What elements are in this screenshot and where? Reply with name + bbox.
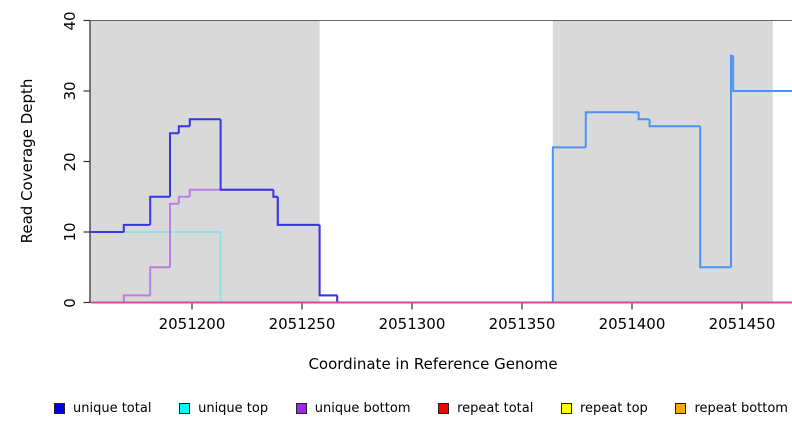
x-tick-label: 2051200 [158,315,226,333]
legend-swatch-icon [675,402,687,414]
legend-item-unique-total: unique total [54,401,151,416]
legend-label: repeat top [580,400,648,416]
series-line-unique-total [219,119,274,191]
series-line-unique-total [551,146,586,303]
shaded-region [90,21,320,303]
series-line-unique-total [149,195,170,225]
y-tick-label: 20 [61,151,79,172]
series-line-unique-total [276,196,320,226]
x-tick-label: 2051250 [268,315,336,333]
y-tick-label: 0 [61,297,79,308]
legend-item-repeat-bottom: repeat bottom [675,401,788,416]
x-tick-label: 2051300 [378,315,446,333]
series-line-unique-total [584,111,639,148]
legend-label: repeat bottom [694,400,788,416]
shaded-region [552,21,773,303]
series-line-unique-bottom [122,294,151,303]
series-line-unique-bottom [177,195,190,204]
legend-label: unique top [198,400,269,416]
legend-item-unique-top: unique top [179,401,268,416]
series-line-unique-total [732,55,792,92]
legend-item-repeat-top: repeat top [561,401,648,416]
series-line-unique-total [272,189,278,198]
series-line-unique-total [637,112,650,121]
series-line-unique-bottom [169,202,179,268]
y-tick-label: 10 [61,222,79,242]
series-line-unique-total [648,119,701,128]
x-tick-label: 2051450 [708,315,776,333]
series-line-unique-total [336,295,553,304]
series-line-unique-total [699,126,731,269]
legend-label: repeat total [457,400,534,416]
y-tick-label: 40 [61,10,79,31]
series-line-unique-total [188,118,221,127]
series-line-unique-total [177,125,190,134]
x-tick-label: 2051350 [488,315,556,333]
legend-label: unique bottom [314,400,411,416]
series-line-unique-bottom [318,224,338,297]
y-tick-label: 30 [61,81,79,101]
legend: unique total unique top unique bottom repea… [54,398,788,418]
legend-swatch-icon [561,402,572,414]
legend-swatch-icon [179,402,191,414]
x-axis-label: Coordinate in Reference Genome [308,355,558,373]
legend-item-repeat-total: repeat total [438,401,533,416]
legend-swatch-icon [295,402,307,414]
x-tick-label: 2051400 [598,315,666,333]
legend-swatch-icon [438,402,450,414]
y-axis-label: Read Coverage Depth [18,78,36,244]
legend-swatch-icon [54,402,65,414]
series-line-unique-total [122,223,151,232]
series-line-unique-bottom [149,266,170,296]
legend-item-unique-bottom: unique bottom [295,400,411,416]
legend-label: unique total [73,400,152,416]
series-line-unique-total [318,224,338,297]
series-line-unique-total [169,132,179,197]
